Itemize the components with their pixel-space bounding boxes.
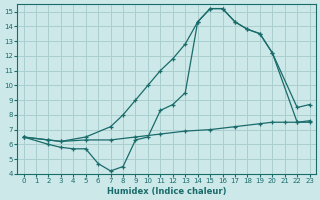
X-axis label: Humidex (Indice chaleur): Humidex (Indice chaleur) (107, 187, 226, 196)
